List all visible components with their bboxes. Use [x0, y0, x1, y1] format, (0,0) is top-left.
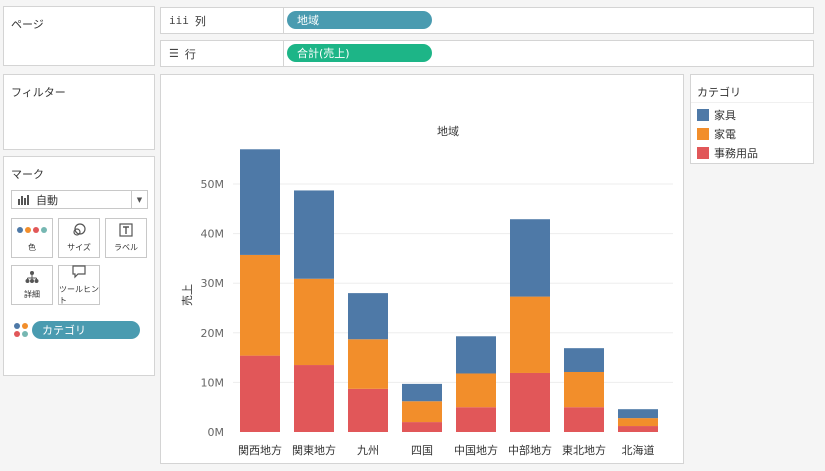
detail-button-label: 詳細	[24, 290, 40, 299]
x-tick-label: 関東地方	[292, 443, 336, 457]
y-tick-label: 40M	[201, 228, 225, 241]
rows-icon: ☰	[169, 47, 179, 60]
category-pill[interactable]: カテゴリ	[32, 321, 140, 339]
legend-item-furniture[interactable]: 家具	[697, 107, 736, 123]
legend-item-appliances[interactable]: 家電	[697, 126, 736, 142]
columns-icon: iii	[169, 14, 189, 27]
bar-segment	[402, 422, 442, 432]
rows-shelf[interactable]: ☰ 行 合計(売上)	[160, 40, 814, 67]
bar-segment	[564, 371, 604, 408]
columns-label: 列	[194, 14, 206, 28]
legend-swatch	[697, 128, 709, 140]
x-tick-label: 関西地方	[238, 443, 282, 457]
legend-title: カテゴリ	[691, 75, 813, 103]
bar-segment	[564, 348, 604, 372]
columns-shelf[interactable]: iii 列 地域	[160, 7, 814, 34]
bar-segment	[294, 278, 334, 366]
legend-label: 家具	[714, 109, 736, 122]
detail-button[interactable]: 詳細	[11, 265, 53, 305]
bar-segment	[294, 365, 334, 432]
x-tick-label: 東北地方	[562, 443, 606, 457]
legend-label: 家電	[714, 128, 736, 141]
bar-segment	[240, 149, 280, 255]
bar-segment	[564, 407, 604, 432]
bar-segment	[240, 254, 280, 356]
region-pill[interactable]: 地域	[287, 11, 432, 29]
y-tick-label: 30M	[201, 277, 225, 290]
color-icon	[17, 223, 47, 237]
bar-segment	[240, 355, 280, 432]
label-button-label: ラベル	[114, 243, 138, 252]
y-tick-label: 20M	[201, 327, 225, 340]
bar-segment	[294, 190, 334, 279]
size-button-label: サイズ	[67, 243, 91, 252]
x-tick-label: 中国地方	[454, 443, 498, 457]
legend-label: 事務用品	[714, 147, 758, 160]
bar-segment	[402, 383, 442, 402]
bar-segment	[618, 409, 658, 419]
bar-segment	[510, 372, 550, 432]
bar-segment	[618, 426, 658, 432]
bar-segment	[456, 407, 496, 432]
bar-segment	[456, 336, 496, 374]
category-legend[interactable]: カテゴリ 家具 家電 事務用品	[690, 74, 814, 164]
bar-segment	[402, 401, 442, 423]
speech-bubble-icon	[72, 264, 86, 279]
rows-shelf-label: ☰ 行	[161, 41, 284, 66]
y-tick-label: 0M	[208, 426, 225, 439]
size-icon	[72, 223, 86, 237]
y-tick-label: 50M	[201, 178, 225, 191]
legend-swatch	[697, 147, 709, 159]
marks-title: マーク	[11, 168, 44, 181]
filters-panel[interactable]: フィルター	[3, 74, 155, 150]
bar-segment	[348, 339, 388, 389]
color-button[interactable]: 色	[11, 218, 53, 258]
color-button-label: 色	[28, 243, 36, 252]
y-axis-label: 売上	[181, 284, 194, 306]
bar-segment	[618, 418, 658, 427]
chart-title: 地域	[437, 125, 459, 138]
color-icon	[14, 323, 28, 337]
mark-type-dropdown[interactable]: 自動 ▼	[11, 190, 148, 209]
marks-panel: マーク 自動 ▼ 色 サイズ ラベル 詳細 ツールヒント	[3, 156, 155, 376]
chart-view: 地域 0M 10M 20M 30M 40M 50M 売上関西地方 関東地方 九州 四国 中国地方 中部地…	[160, 74, 684, 464]
bar-segment	[456, 373, 496, 408]
pages-title: ページ	[11, 18, 44, 31]
pages-panel: ページ	[3, 6, 155, 66]
legend-item-office-supplies[interactable]: 事務用品	[697, 145, 758, 161]
size-button[interactable]: サイズ	[58, 218, 100, 258]
text-icon	[119, 223, 133, 237]
bar-segment	[348, 388, 388, 432]
bar-segment	[510, 296, 550, 373]
y-tick-label: 10M	[201, 376, 225, 389]
sum-sales-pill[interactable]: 合計(売上)	[287, 44, 432, 62]
rows-label: 行	[184, 47, 196, 61]
legend-swatch	[697, 109, 709, 121]
hierarchy-icon	[25, 270, 39, 284]
bar-chart-icon	[18, 194, 29, 205]
tooltip-button[interactable]: ツールヒント	[58, 264, 100, 305]
filters-title: フィルター	[11, 86, 66, 99]
marks-color-field[interactable]: カテゴリ	[14, 321, 140, 339]
x-tick-label: 四国	[411, 444, 433, 457]
columns-shelf-label: iii 列	[161, 8, 284, 33]
mark-type-label: 自動	[36, 193, 58, 207]
label-button[interactable]: ラベル	[105, 218, 147, 258]
chevron-down-icon[interactable]: ▼	[131, 191, 147, 208]
bar-segment	[510, 219, 550, 297]
x-tick-label: 北海道	[622, 443, 655, 457]
x-tick-label: 中部地方	[508, 443, 552, 457]
x-tick-label: 九州	[357, 444, 379, 457]
tooltip-button-label: ツールヒント	[59, 284, 99, 305]
bar-segment	[348, 293, 388, 340]
